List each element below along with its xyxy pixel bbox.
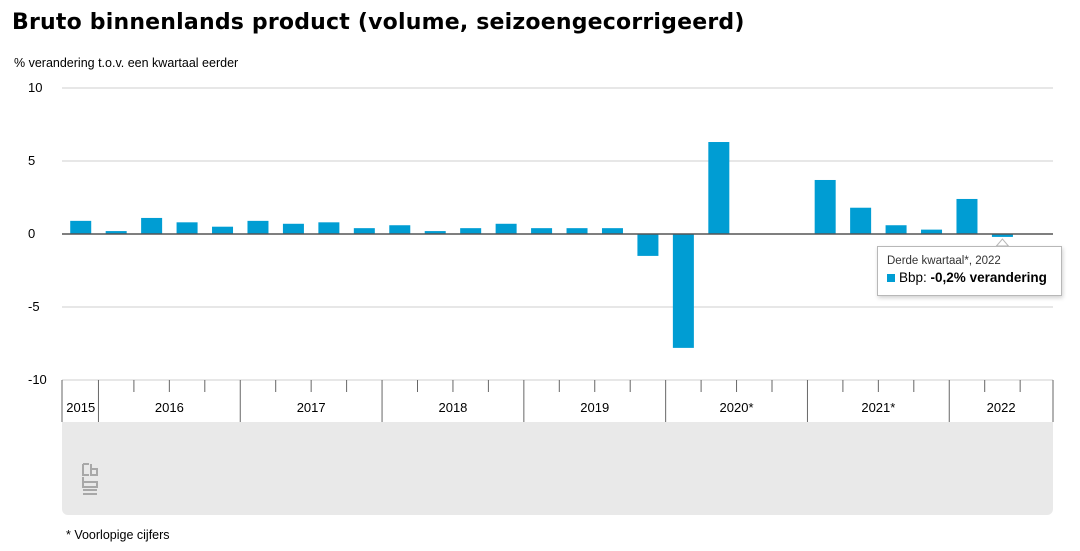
y-tick-label: 5 (28, 153, 35, 168)
bar-2016-Q3 (176, 222, 198, 234)
bar-2018-Q2 (424, 231, 446, 234)
bar-2021-Q3 (885, 225, 907, 234)
chart-tooltip: Derde kwartaal*, 2022 Bbp: -0,2% verande… (877, 246, 1062, 296)
bar-2019-Q3 (601, 228, 623, 234)
bar-2021-Q2 (850, 207, 872, 234)
bar-2017-Q4 (353, 228, 375, 234)
x-year-label: 2018 (438, 400, 467, 415)
logo-path (82, 463, 98, 495)
bar-2015-Q4 (70, 220, 92, 234)
chart-title: Bruto binnenlands product (volume, seizo… (12, 10, 745, 35)
bar-2019-Q4 (637, 234, 659, 256)
bar-2017-Q1 (247, 220, 269, 234)
cbs-logo-icon (82, 463, 98, 495)
bar-2020-Q1 (672, 234, 694, 348)
bar-2021-Q1 (814, 179, 836, 234)
bar-2018-Q1 (389, 225, 411, 234)
footnote: * Voorlopige cijfers (66, 528, 170, 542)
bar-2021-Q4 (921, 229, 943, 234)
bar-2018-Q3 (460, 228, 482, 234)
bar-2017-Q2 (282, 223, 304, 234)
bar-2019-Q2 (566, 228, 588, 234)
x-year-label: 2022 (987, 400, 1016, 415)
y-tick-label: 0 (28, 226, 35, 241)
y-axis-label: % verandering t.o.v. een kwartaal eerder (14, 56, 239, 70)
x-year-label: 2020* (720, 400, 754, 415)
bar-2016-Q4 (212, 226, 234, 234)
bar-2017-Q3 (318, 222, 340, 234)
x-year-label: 2019 (580, 400, 609, 415)
bar-2016-Q1 (105, 231, 127, 234)
tooltip-header: Derde kwartaal*, 2022 (887, 255, 1001, 267)
y-tick-label: -10 (28, 372, 47, 387)
bar-2022-Q1 (956, 198, 978, 234)
bar-2022-Q2 (991, 234, 1013, 237)
y-tick-label: -5 (28, 299, 40, 314)
bar-2018-Q4 (495, 223, 517, 234)
x-year-label: 2017 (297, 400, 326, 415)
tooltip-value: -0,2% verandering (930, 270, 1047, 285)
tooltip-pointer (995, 238, 1010, 247)
bar-2020-Q2 (708, 142, 730, 234)
x-axis-band (62, 380, 1053, 422)
series-swatch (887, 274, 895, 282)
tooltip-value-line: Bbp: -0,2% verandering (887, 270, 1052, 285)
x-year-label: 2015 (66, 400, 95, 415)
x-year-label: 2021* (861, 400, 895, 415)
bar-2016-Q2 (141, 217, 163, 234)
bar-2019-Q1 (531, 228, 553, 234)
tooltip-series: Bbp: (899, 270, 927, 285)
x-year-label: 2016 (155, 400, 184, 415)
y-tick-label: 10 (28, 80, 42, 95)
